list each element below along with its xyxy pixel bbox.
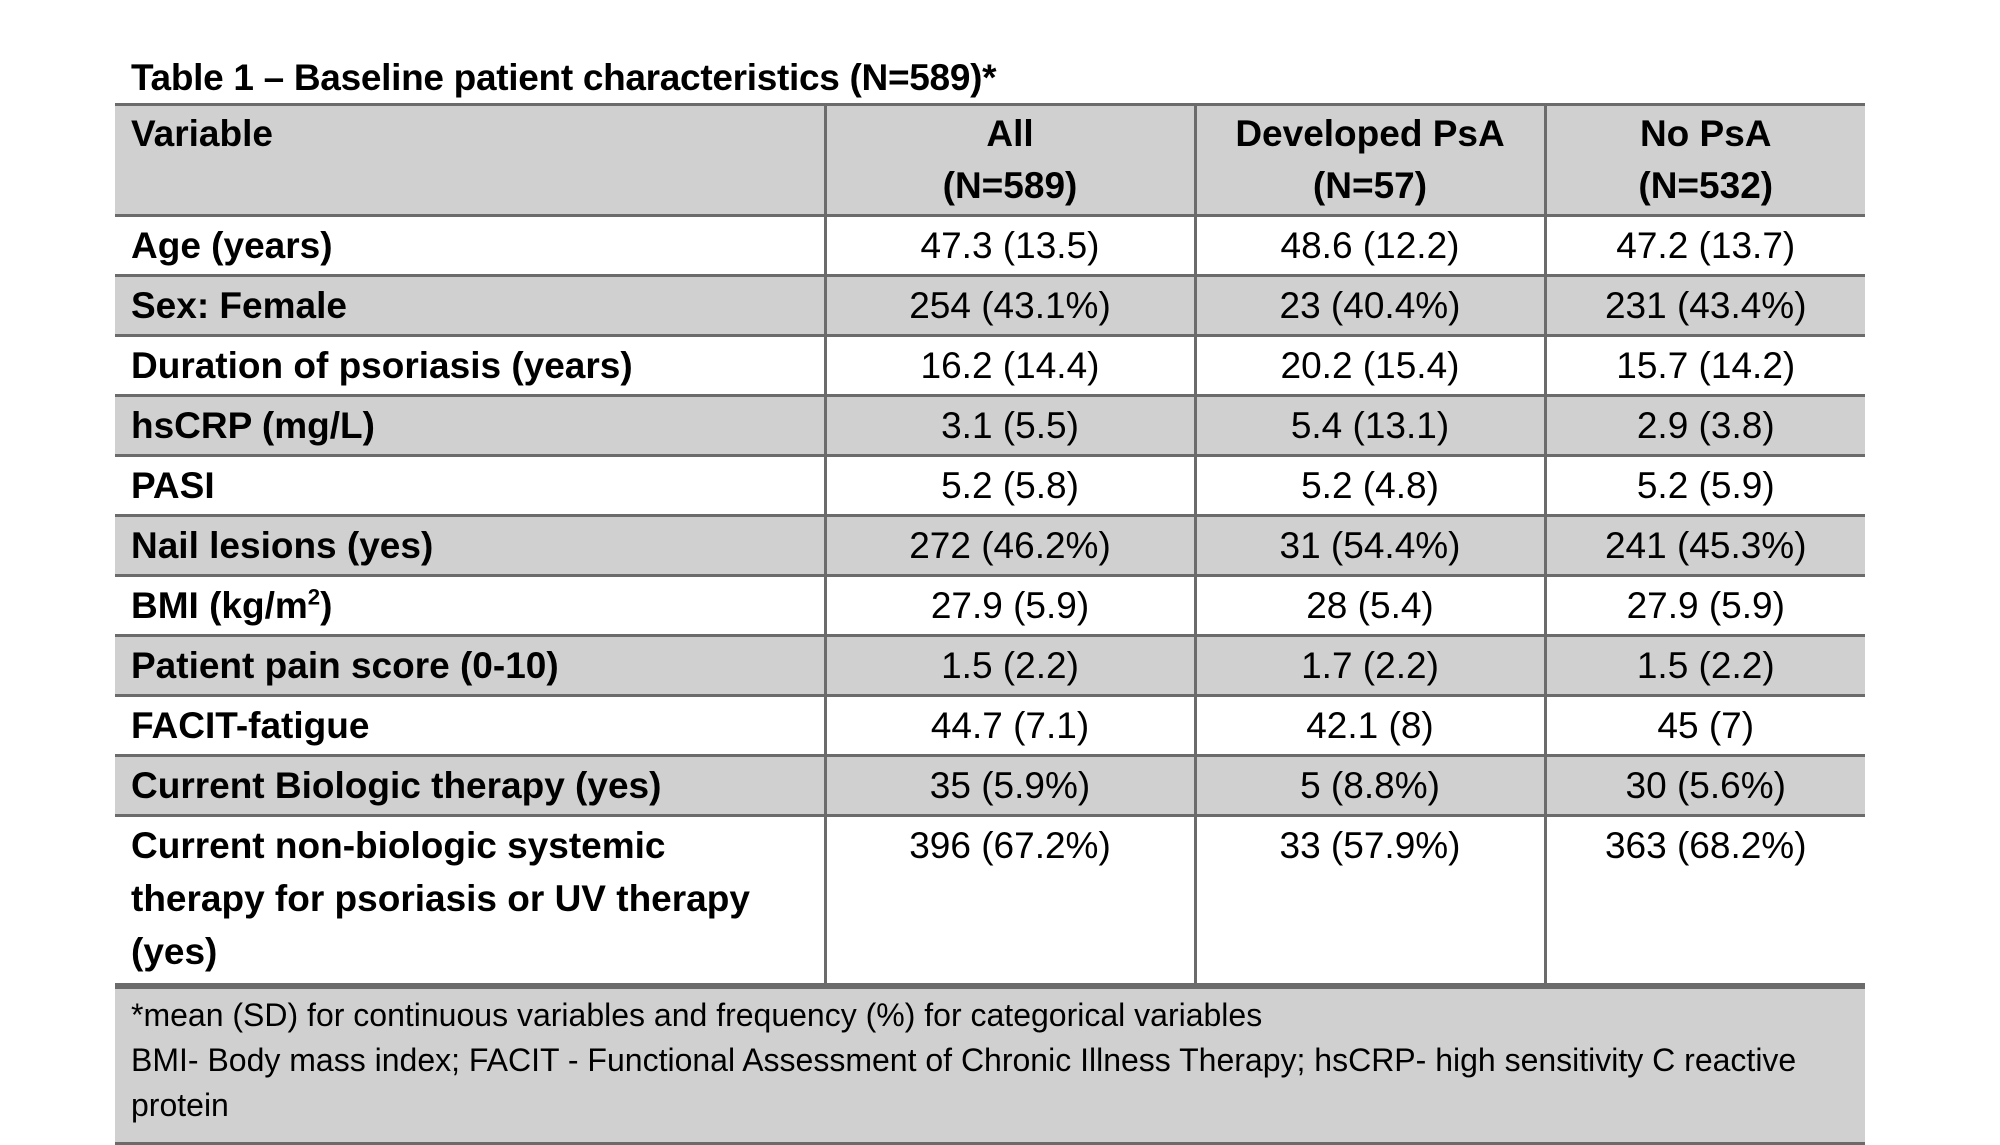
- cell-developed-psa: 20.2 (15.4): [1193, 334, 1545, 397]
- table-row: Duration of psoriasis (years) 16.2 (14.4…: [115, 334, 1865, 397]
- cell-all: 1.5 (2.2): [823, 634, 1195, 697]
- table-row: Sex: Female 254 (43.1%) 23 (40.4%) 231 (…: [115, 274, 1865, 337]
- header-variable: Variable: [115, 103, 825, 217]
- row-label: Current Biologic therapy (yes): [115, 754, 825, 817]
- table-row: Current non-biologic systemic therapy fo…: [115, 814, 1865, 986]
- table-row: hsCRP (mg/L) 3.1 (5.5) 5.4 (13.1) 2.9 (3…: [115, 394, 1865, 457]
- cell-all: 16.2 (14.4): [823, 334, 1195, 397]
- cell-no-psa: 363 (68.2%): [1543, 814, 1865, 986]
- cell-developed-psa: 5 (8.8%): [1193, 754, 1545, 817]
- row-label: Nail lesions (yes): [115, 514, 825, 577]
- row-label: FACIT-fatigue: [115, 694, 825, 757]
- cell-all: 396 (67.2%): [823, 814, 1195, 986]
- cell-all: 3.1 (5.5): [823, 394, 1195, 457]
- cell-developed-psa: 42.1 (8): [1193, 694, 1545, 757]
- table-row: Current Biologic therapy (yes) 35 (5.9%)…: [115, 754, 1865, 817]
- cell-no-psa: 15.7 (14.2): [1543, 334, 1865, 397]
- cell-all: 47.3 (13.5): [823, 214, 1195, 277]
- header-developed-psa: Developed PsA (N=57): [1193, 103, 1545, 217]
- cell-no-psa: 27.9 (5.9): [1543, 574, 1865, 637]
- cell-all: 35 (5.9%): [823, 754, 1195, 817]
- row-label: Current non-biologic systemic therapy fo…: [115, 814, 825, 986]
- cell-no-psa: 231 (43.4%): [1543, 274, 1865, 337]
- header-all: All (N=589): [823, 103, 1195, 217]
- cell-no-psa: 241 (45.3%): [1543, 514, 1865, 577]
- row-label-text: BMI (kg/m: [131, 585, 308, 626]
- table-row: Nail lesions (yes) 272 (46.2%) 31 (54.4%…: [115, 514, 1865, 577]
- cell-developed-psa: 1.7 (2.2): [1193, 634, 1545, 697]
- footnote-line: BMI- Body mass index; FACIT - Functional…: [131, 1042, 1797, 1123]
- table-footnote: *mean (SD) for continuous variables and …: [115, 986, 1865, 1145]
- cell-developed-psa: 28 (5.4): [1193, 574, 1545, 637]
- header-variable-label: Variable: [131, 113, 273, 154]
- row-label: Duration of psoriasis (years): [115, 334, 825, 397]
- cell-developed-psa: 31 (54.4%): [1193, 514, 1545, 577]
- cell-no-psa: 47.2 (13.7): [1543, 214, 1865, 277]
- cell-no-psa: 2.9 (3.8): [1543, 394, 1865, 457]
- row-label: BMI (kg/m2): [115, 574, 825, 637]
- cell-developed-psa: 5.4 (13.1): [1193, 394, 1545, 457]
- row-label: Patient pain score (0-10): [115, 634, 825, 697]
- header-nopsa-title: No PsA: [1639, 113, 1772, 154]
- footnote-line: *mean (SD) for continuous variables and …: [131, 997, 1263, 1033]
- cell-all: 44.7 (7.1): [823, 694, 1195, 757]
- header-row: Variable All (N=589) Developed PsA (N=57…: [115, 103, 1865, 217]
- header-all-n: (N=589): [942, 165, 1078, 206]
- header-all-title: All: [986, 113, 1034, 154]
- cell-developed-psa: 5.2 (4.8): [1193, 454, 1545, 517]
- row-label: hsCRP (mg/L): [115, 394, 825, 457]
- table-row: FACIT-fatigue 44.7 (7.1) 42.1 (8) 45 (7): [115, 694, 1865, 757]
- cell-all: 254 (43.1%): [823, 274, 1195, 337]
- superscript-two: 2: [307, 584, 321, 610]
- cell-no-psa: 1.5 (2.2): [1543, 634, 1865, 697]
- table-container: Table 1 – Baseline patient characteristi…: [115, 55, 1865, 1145]
- header-no-psa: No PsA (N=532): [1543, 103, 1865, 217]
- cell-developed-psa: 33 (57.9%): [1193, 814, 1545, 986]
- cell-no-psa: 30 (5.6%): [1543, 754, 1865, 817]
- header-nopsa-n: (N=532): [1638, 165, 1774, 206]
- row-label: Age (years): [115, 214, 825, 277]
- cell-no-psa: 45 (7): [1543, 694, 1865, 757]
- header-psa-title: Developed PsA: [1235, 113, 1505, 154]
- characteristics-table: Variable All (N=589) Developed PsA (N=57…: [115, 103, 1865, 986]
- cell-all: 272 (46.2%): [823, 514, 1195, 577]
- cell-no-psa: 5.2 (5.9): [1543, 454, 1865, 517]
- header-psa-n: (N=57): [1312, 165, 1428, 206]
- table-row: BMI (kg/m2) 27.9 (5.9) 28 (5.4) 27.9 (5.…: [115, 574, 1865, 637]
- row-label: Sex: Female: [115, 274, 825, 337]
- table-row: PASI 5.2 (5.8) 5.2 (4.8) 5.2 (5.9): [115, 454, 1865, 517]
- cell-developed-psa: 23 (40.4%): [1193, 274, 1545, 337]
- table-row: Patient pain score (0-10) 1.5 (2.2) 1.7 …: [115, 634, 1865, 697]
- row-label: PASI: [115, 454, 825, 517]
- row-label-close: ): [320, 585, 333, 626]
- cell-all: 27.9 (5.9): [823, 574, 1195, 637]
- table-row: Age (years) 47.3 (13.5) 48.6 (12.2) 47.2…: [115, 214, 1865, 277]
- table-title: Table 1 – Baseline patient characteristi…: [131, 57, 997, 98]
- cell-all: 5.2 (5.8): [823, 454, 1195, 517]
- cell-developed-psa: 48.6 (12.2): [1193, 214, 1545, 277]
